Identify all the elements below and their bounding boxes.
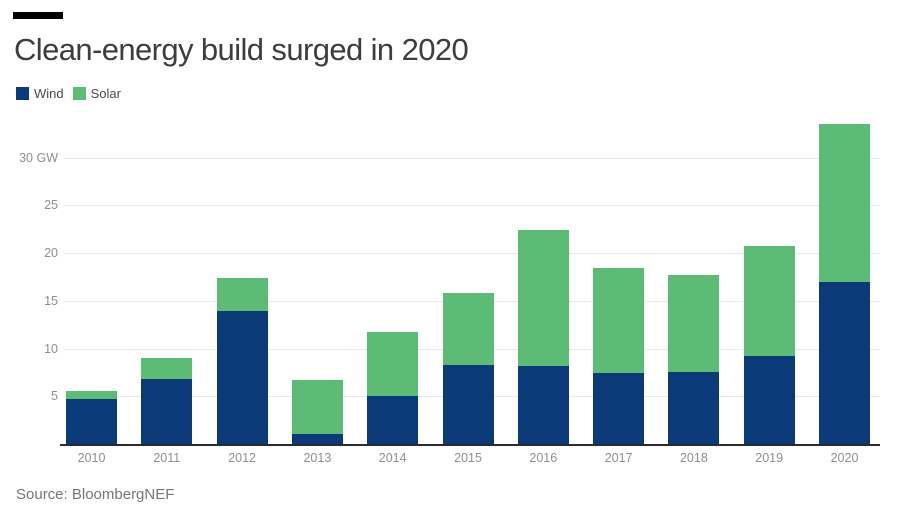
bar-wind-2013 [291, 434, 343, 444]
x-tick-label-2020: 2020 [830, 451, 859, 465]
x-tick-label-2011: 2011 [153, 451, 181, 465]
bar-wind-2010 [66, 399, 117, 444]
legend: Wind Solar [16, 87, 130, 100]
x-axis-line [60, 444, 880, 446]
x-tick-label-2015: 2015 [454, 451, 482, 465]
bar-solar-2010 [66, 390, 117, 400]
y-tick-label-20: 20 [44, 246, 58, 260]
bar-wind-2011 [141, 379, 193, 444]
accent-bar [13, 12, 63, 19]
legend-item-wind: Wind [16, 87, 64, 100]
x-tick-label-2010: 2010 [77, 451, 106, 465]
x-tick-label-2016: 2016 [529, 451, 558, 465]
legend-label-solar: Solar [90, 86, 121, 101]
bar-wind-2016 [517, 365, 569, 444]
y-tick-label-15: 15 [44, 293, 58, 308]
gridline-30 [64, 157, 880, 159]
bar-solar-2016 [517, 230, 569, 366]
source-attribution: Source: BloombergNEF [16, 486, 175, 503]
gridline-25 [64, 205, 880, 207]
y-tick-label-30: 30 GW [19, 150, 58, 165]
bar-wind-2014 [367, 396, 419, 444]
x-tick-label-2013: 2013 [303, 451, 332, 465]
bar-solar-2018 [668, 274, 720, 373]
bar-solar-2012 [216, 277, 268, 312]
bar-wind-2020 [819, 281, 870, 444]
bar-solar-2019 [743, 246, 795, 357]
chart-title: Clean-energy build surged in 2020 [14, 32, 469, 67]
bar-wind-2019 [743, 356, 795, 444]
x-tick-label-2018: 2018 [679, 451, 708, 465]
x-tick-label-2017: 2017 [604, 451, 633, 465]
x-tick-label-2012: 2012 [228, 451, 256, 465]
bar-solar-2015 [442, 293, 494, 365]
bar-solar-2020 [819, 124, 870, 282]
legend-item-solar: Solar [72, 86, 121, 101]
solar-swatch-icon [72, 87, 86, 100]
bar-wind-2012 [216, 311, 268, 444]
x-tick-label-2014: 2014 [378, 451, 407, 465]
bar-solar-2014 [367, 332, 419, 397]
y-tick-label-10: 10 [44, 341, 58, 356]
bar-wind-2018 [668, 372, 720, 444]
bar-wind-2015 [442, 364, 494, 444]
bar-solar-2013 [291, 380, 343, 435]
wind-swatch-icon [16, 87, 29, 100]
y-tick-label-5: 5 [51, 389, 58, 404]
bar-solar-2017 [593, 268, 645, 374]
y-tick-label-25: 25 [44, 198, 58, 213]
x-tick-label-2019: 2019 [755, 451, 784, 465]
legend-label-wind: Wind [34, 86, 64, 101]
bar-wind-2017 [593, 373, 645, 444]
bar-solar-2011 [141, 358, 193, 380]
gridline-20 [64, 253, 880, 254]
